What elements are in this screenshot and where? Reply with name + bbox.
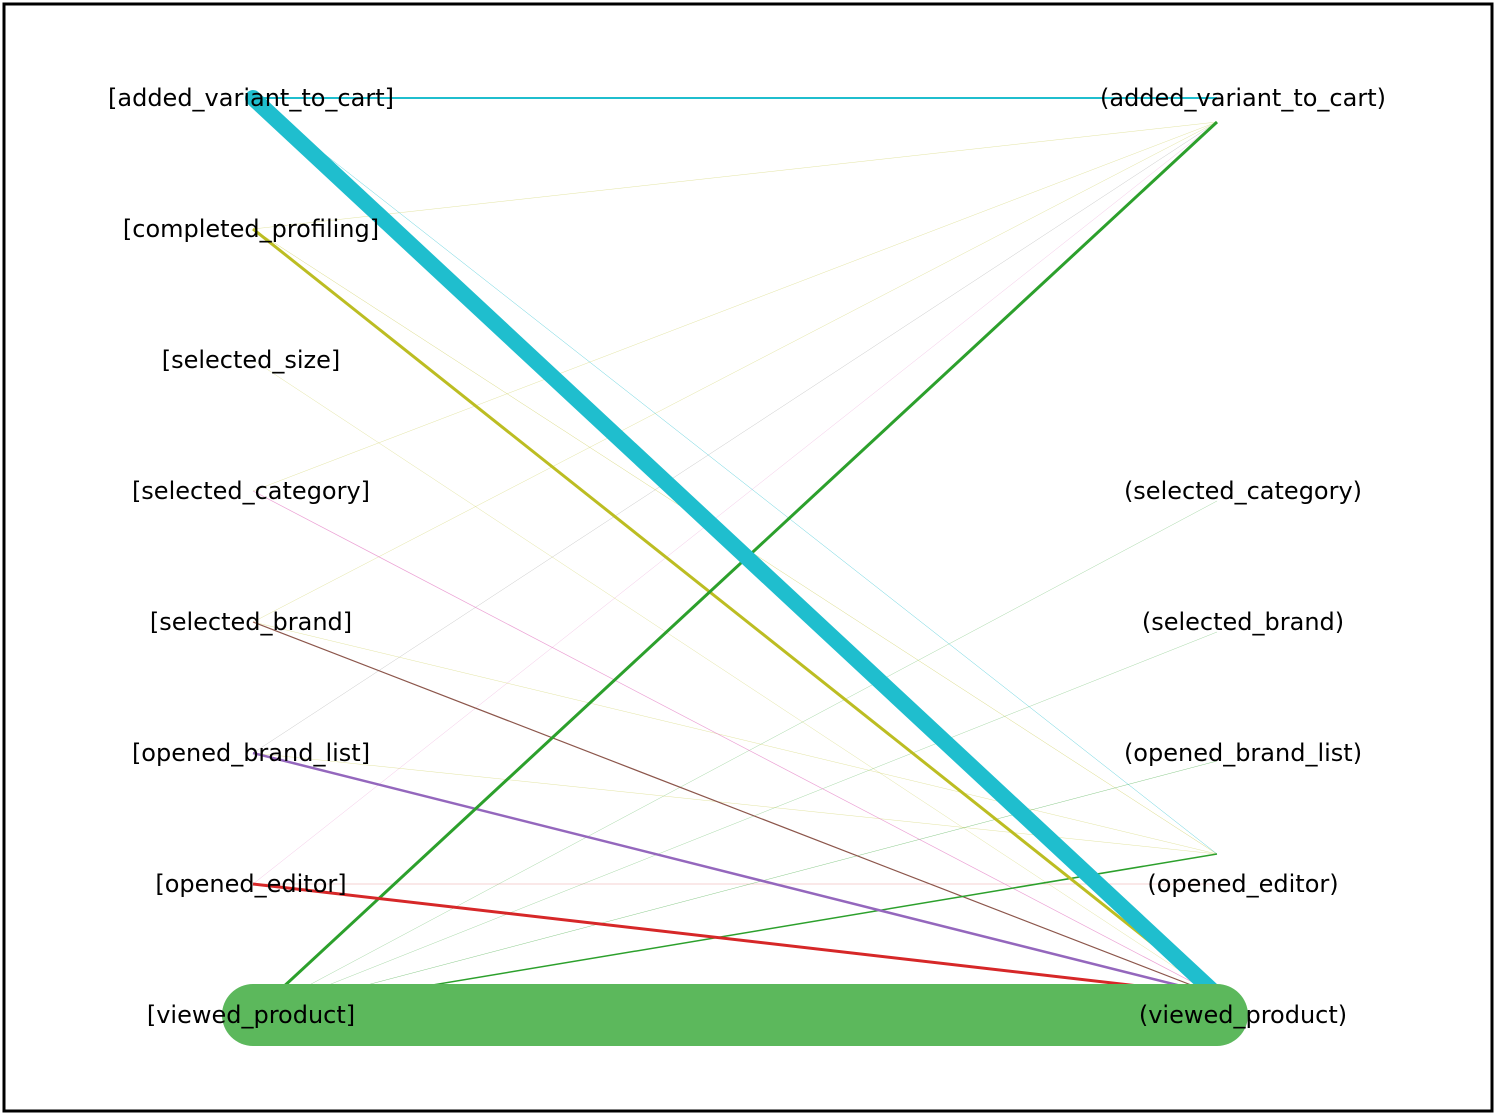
edge-viewed_product-to-opened_brand_list	[252, 760, 1218, 1016]
edge-selected_category-to-added_variant_to_cart	[252, 121, 1218, 492]
target-node-added-variant-to-cart: (added_variant_to_cart)	[1100, 84, 1386, 112]
edge-opened_editor-to-added_variant_to_cart	[252, 121, 1218, 885]
source-node-opened-editor: [opened_editor]	[155, 870, 346, 898]
edge-viewed_product-to-selected_category	[252, 500, 1218, 1016]
edge-added_variant_to_cart-to-opened_editor	[252, 97, 1218, 855]
edge-viewed_product-to-added_variant_to_cart	[251, 120, 1219, 1017]
edge-layer	[222, 90, 1248, 1046]
target-node-opened-brand-list: (opened_brand_list)	[1124, 739, 1362, 767]
edge-completed_profiling-to-added_variant_to_cart	[252, 121, 1218, 230]
edge-selected_brand-to-opened_editor	[252, 621, 1218, 855]
target-node-selected-brand: (selected_brand)	[1142, 608, 1344, 636]
source-node-selected-size: [selected_size]	[162, 346, 341, 374]
edge-selected_category-to-viewed_product	[252, 490, 1218, 996]
edge-selected_size-to-viewed_product	[252, 359, 1218, 996]
source-node-selected-brand: [selected_brand]	[150, 608, 352, 636]
source-node-added-variant-to-cart: [added_variant_to_cart]	[108, 84, 394, 112]
edge-selected_brand-to-viewed_product	[252, 621, 1218, 996]
target-node-opened-editor: (opened_editor)	[1147, 870, 1338, 898]
target-node-selected-category: (selected_category)	[1124, 477, 1362, 505]
edge-opened_brand_list-to-added_variant_to_cart	[252, 121, 1218, 754]
edge-viewed_product-to-selected_brand	[252, 631, 1218, 1016]
source-node-completed-profiling: [completed_profiling]	[123, 215, 379, 243]
source-node-opened-brand-list: [opened_brand_list]	[132, 739, 370, 767]
edge-opened_editor-to-viewed_product	[252, 882, 1218, 997]
source-node-viewed-product: [viewed_product]	[147, 1001, 355, 1029]
source-node-selected-category: [selected_category]	[132, 477, 370, 505]
edge-opened_brand_list-to-viewed_product	[252, 751, 1218, 997]
edge-added_variant_to_cart-to-viewed_product	[245, 90, 1225, 1003]
edge-selected_brand-to-added_variant_to_cart	[252, 121, 1218, 623]
edge-completed_profiling-to-viewed_product	[252, 227, 1218, 997]
target-node-viewed-product: (viewed_product)	[1139, 1001, 1347, 1029]
label-layer: [added_variant_to_cart] [completed_profi…	[108, 84, 1386, 1029]
